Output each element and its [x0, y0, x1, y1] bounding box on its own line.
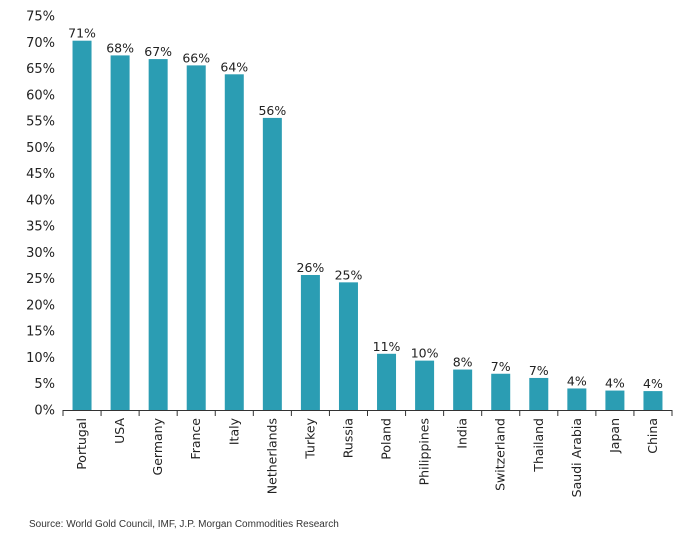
y-tick-label: 45%	[26, 167, 55, 182]
y-tick-label: 10%	[26, 351, 55, 366]
y-tick-label: 5%	[34, 377, 55, 392]
category-label: Netherlands	[264, 418, 279, 494]
data-label: 4%	[643, 376, 663, 391]
bar	[72, 40, 92, 410]
category-label: China	[645, 418, 660, 454]
data-label: 8%	[453, 355, 473, 370]
x-axis: Portugal USA Germany France Italy Netherlands…	[62, 410, 673, 497]
source-note: Source: World Gold Council, IMF, J.P. Mo…	[29, 519, 339, 530]
data-label: 71%	[68, 26, 96, 41]
bar	[605, 390, 625, 410]
y-tick-label: 35%	[26, 220, 55, 235]
y-tick-label: 55%	[26, 115, 55, 130]
category-label: Russia	[340, 418, 355, 458]
data-label: 7%	[529, 363, 549, 378]
bar	[377, 353, 397, 410]
bar	[453, 369, 473, 410]
data-label: 4%	[567, 373, 587, 388]
bar	[529, 377, 549, 410]
category-label: Philippines	[417, 418, 432, 485]
category-label: Poland	[379, 418, 394, 460]
bar	[148, 59, 168, 410]
bar	[262, 117, 282, 410]
y-tick-label: 20%	[26, 298, 55, 313]
bar	[300, 274, 320, 410]
data-label: 26%	[297, 260, 325, 275]
y-tick-label: 70%	[26, 36, 55, 51]
y-tick-label: 75%	[26, 10, 55, 25]
data-label: 4%	[605, 376, 625, 391]
bar	[186, 65, 206, 410]
bar	[567, 388, 587, 410]
category-label: Germany	[150, 417, 165, 475]
category-label: Japan	[607, 418, 622, 454]
data-label: 68%	[106, 40, 134, 55]
category-label: India	[455, 418, 470, 449]
data-label: 66%	[182, 50, 210, 65]
bars	[72, 40, 663, 411]
data-label: 10%	[411, 346, 439, 361]
bar	[643, 391, 663, 410]
category-label: Portugal	[74, 418, 89, 470]
data-label: 25%	[335, 267, 363, 282]
y-tick-label: 15%	[26, 325, 55, 340]
data-label: 7%	[491, 359, 511, 374]
category-label: Saudi Arabia	[569, 418, 584, 497]
bar	[338, 282, 358, 410]
bar-chart: 0% 5% 10% 15% 20% 25% 30% 35% 40% 45% 50% 55% 60% 65%…	[26, 10, 673, 497]
data-label: 11%	[373, 339, 401, 354]
y-tick-label: 40%	[26, 193, 55, 208]
y-tick-label: 65%	[26, 62, 55, 77]
category-label: Turkey	[302, 417, 317, 459]
data-labels: 71% 68% 67% 66% 64% 56% 26% 25% 11% 10% 8% 7% 7% 4% 4%…	[68, 26, 663, 391]
data-label: 67%	[144, 44, 172, 59]
y-tick-label: 50%	[26, 141, 55, 156]
y-tick-label: 30%	[26, 246, 55, 261]
y-tick-label: 25%	[26, 272, 55, 287]
y-tick-label: 0%	[34, 404, 55, 419]
category-label: Switzerland	[493, 418, 508, 491]
category-label: Italy	[226, 417, 241, 445]
bar	[491, 373, 511, 410]
y-axis: 0% 5% 10% 15% 20% 25% 30% 35% 40% 45% 50% 55% 60% 65%…	[26, 10, 55, 419]
bar	[110, 55, 130, 411]
bar	[415, 360, 435, 410]
bar	[224, 74, 244, 410]
category-label: USA	[112, 418, 127, 444]
data-label: 56%	[258, 103, 286, 118]
y-tick-label: 60%	[26, 88, 55, 103]
data-label: 64%	[220, 59, 248, 74]
category-label: Thailand	[531, 418, 546, 473]
category-label: France	[188, 418, 203, 460]
